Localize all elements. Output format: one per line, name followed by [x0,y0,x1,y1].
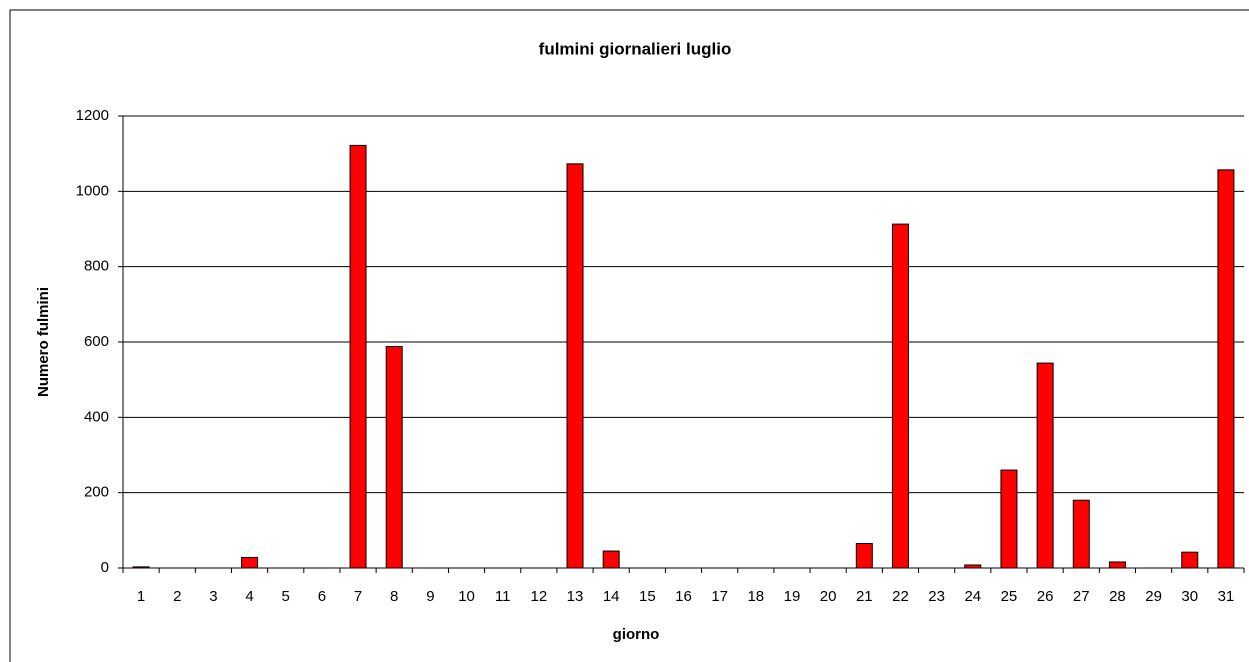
x-tick-label: 27 [1073,588,1090,605]
x-tick-label: 26 [1037,588,1054,605]
x-tick-label: 16 [675,588,692,605]
bar [1000,469,1018,569]
x-tick-label: 13 [567,588,584,605]
x-tick-label: 4 [245,588,253,605]
bar [349,144,367,569]
x-tick-label: 11 [495,588,511,605]
bar [1181,551,1199,569]
x-tick-label: 7 [354,588,362,605]
x-tick-label: 24 [964,588,981,605]
bar [1217,169,1235,569]
y-tick-label: 800 [84,258,109,275]
bar [385,346,403,569]
x-tick-label: 21 [856,588,873,605]
x-tick-label: 15 [639,588,656,605]
x-tick-label: 18 [747,588,764,605]
x-tick-label: 30 [1181,588,1198,605]
x-tick-label: 1 [137,588,145,605]
y-tick-label: 1000 [76,182,109,199]
x-axis-title: giorno [613,626,660,643]
x-tick-label: 10 [458,588,475,605]
x-tick-label: 2 [173,588,181,605]
bar [891,223,909,569]
x-tick-label: 5 [282,588,290,605]
bar [855,543,873,569]
bar [1072,499,1090,569]
x-tick-label: 31 [1218,588,1235,605]
x-tick-label: 29 [1145,588,1162,605]
x-tick-label: 3 [209,588,217,605]
bar [964,564,982,569]
x-tick-label: 28 [1109,588,1126,605]
bar [1036,362,1054,569]
y-tick-label: 0 [101,559,109,576]
x-tick-label: 8 [390,588,398,605]
x-tick-label: 25 [1001,588,1018,605]
y-axis-title: Numero fulmini [35,287,52,397]
x-tick-label: 14 [603,588,620,605]
x-tick-label: 23 [928,588,945,605]
x-tick-label: 17 [711,588,728,605]
x-tick-label: 12 [531,588,548,605]
x-tick-label: 20 [820,588,837,605]
y-tick-label: 1200 [76,107,109,124]
bar [566,163,584,569]
x-tick-label: 9 [426,588,434,605]
chart-frame [9,9,1249,662]
y-tick-label: 400 [84,408,109,425]
bar [132,566,150,569]
bar [1108,561,1126,569]
bar [602,550,620,569]
bar [241,556,259,569]
y-tick-label: 200 [84,484,109,501]
x-tick-label: 6 [318,588,326,605]
y-tick-label: 600 [84,333,109,350]
chart-title: fulmini giornalieri luglio [539,39,732,58]
x-tick-label: 22 [892,588,909,605]
x-tick-label: 19 [784,588,801,605]
